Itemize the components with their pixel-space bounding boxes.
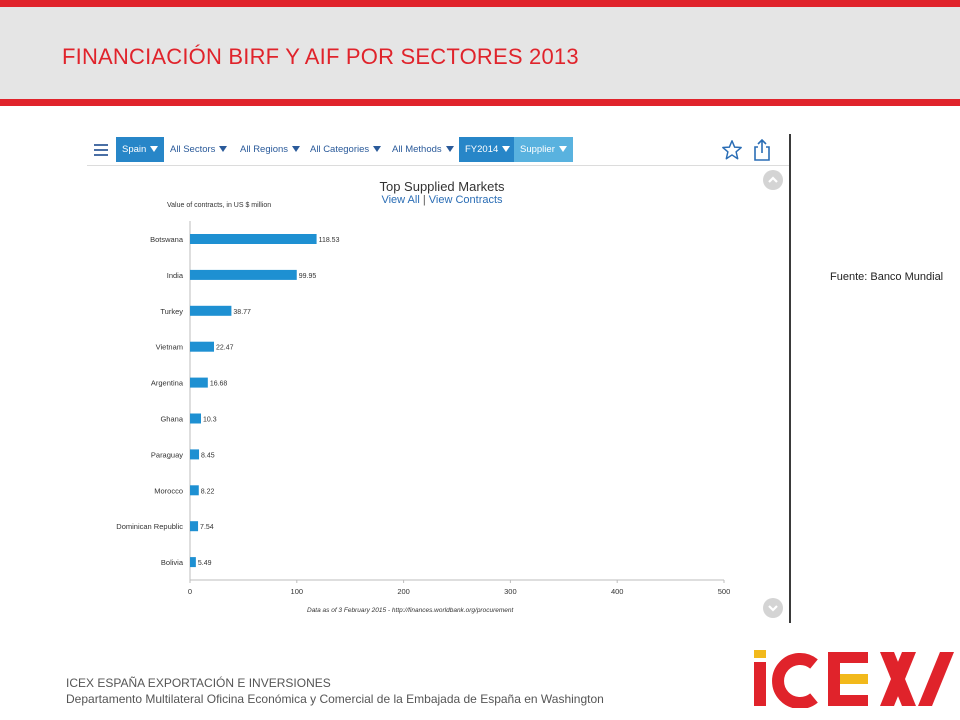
view-all-link[interactable]: View All [381,194,420,206]
chevron-down-icon [558,146,567,153]
filter-toolbar: Spain All Sectors All Regions All Catego… [87,134,789,166]
category-label: Botswana [150,235,184,244]
bar-chart: Botswana 118.53 India 99.95 Turkey 38.77 Vietn… [116,221,731,596]
filter-country[interactable]: Spain [116,137,165,162]
category-label: Morocco [154,486,183,495]
data-label: 16.68 [210,381,228,388]
data-label: 99.95 [299,273,317,280]
category-label: India [167,271,184,280]
scroll-down-button[interactable] [763,598,783,618]
category-label: Bolivia [161,558,184,567]
data-label: 118.53 [319,237,340,244]
data-label: 5.49 [198,560,212,567]
star-icon[interactable] [721,139,743,161]
units-label: Value of contracts, in US $ million [167,202,272,209]
bar [190,557,196,568]
category-label: Turkey [160,307,183,316]
hamburger-icon[interactable] [94,144,108,156]
filter-regions[interactable]: All Regions [240,137,301,162]
chevron-down-icon [502,146,511,153]
data-label: 8.45 [201,452,215,459]
top-accent-bar [0,0,960,7]
bar [190,269,297,280]
x-tick-label: 200 [397,587,410,596]
bar [190,449,200,460]
filter-view-type[interactable]: Supplier [514,137,573,162]
bar [190,377,208,388]
embedded-screenshot: Spain All Sectors All Regions All Catego… [87,134,791,623]
share-icon[interactable] [752,139,772,161]
filter-categories[interactable]: All Categories [310,137,382,162]
source-note: Fuente: Banco Mundial [830,271,944,283]
data-label: 22.47 [216,345,234,352]
chart-links: View All | View Contracts [337,194,547,206]
header-accent-bar [0,99,960,106]
slide-header: FINANCIACIÓN BIRF Y AIF POR SECTORES 201… [0,0,960,106]
footer-department: Departamento Multilateral Oficina Económ… [66,692,604,706]
x-tick-label: 100 [291,587,304,596]
scroll-up-button[interactable] [763,170,783,190]
chevron-down-icon [373,146,382,153]
category-label: Paraguay [151,450,183,459]
chevron-down-icon [219,146,228,153]
filter-sectors[interactable]: All Sectors [170,137,228,162]
category-label: Ghana [160,415,183,424]
x-tick-label: 500 [718,587,731,596]
bar [190,305,232,316]
filter-fiscal-year[interactable]: FY2014 [459,137,517,162]
x-tick-label: 300 [504,587,517,596]
data-label: 38.77 [233,309,251,316]
x-tick-label: 0 [188,587,192,596]
view-contracts-link[interactable]: View Contracts [428,194,503,206]
bar [190,413,202,424]
bar [190,521,199,532]
category-label: Argentina [151,379,184,388]
bar [190,485,199,496]
chart-footnote: Data as of 3 February 2015 - http://fina… [307,607,514,614]
chevron-up-icon [768,176,778,183]
category-label: Vietnam [156,343,183,352]
data-label: 10.3 [203,417,217,424]
bar [190,341,214,352]
chevron-down-icon [768,605,778,612]
footer-organization: ICEX ESPAÑA EXPORTACIÓN E INVERSIONES [66,676,331,690]
category-label: Dominican Republic [116,522,183,531]
x-tick-label: 400 [611,587,624,596]
chart-title: Top Supplied Markets [379,179,505,194]
icex-logo [754,650,954,708]
data-label: 8.22 [201,488,215,495]
filter-methods[interactable]: All Methods [392,137,454,162]
slide-title: FINANCIACIÓN BIRF Y AIF POR SECTORES 201… [62,44,579,69]
bar [190,234,317,244]
chevron-down-icon [292,146,301,153]
chevron-down-icon [150,146,159,153]
chevron-down-icon [445,146,454,153]
data-label: 7.54 [200,524,214,531]
link-separator: | [422,194,426,206]
